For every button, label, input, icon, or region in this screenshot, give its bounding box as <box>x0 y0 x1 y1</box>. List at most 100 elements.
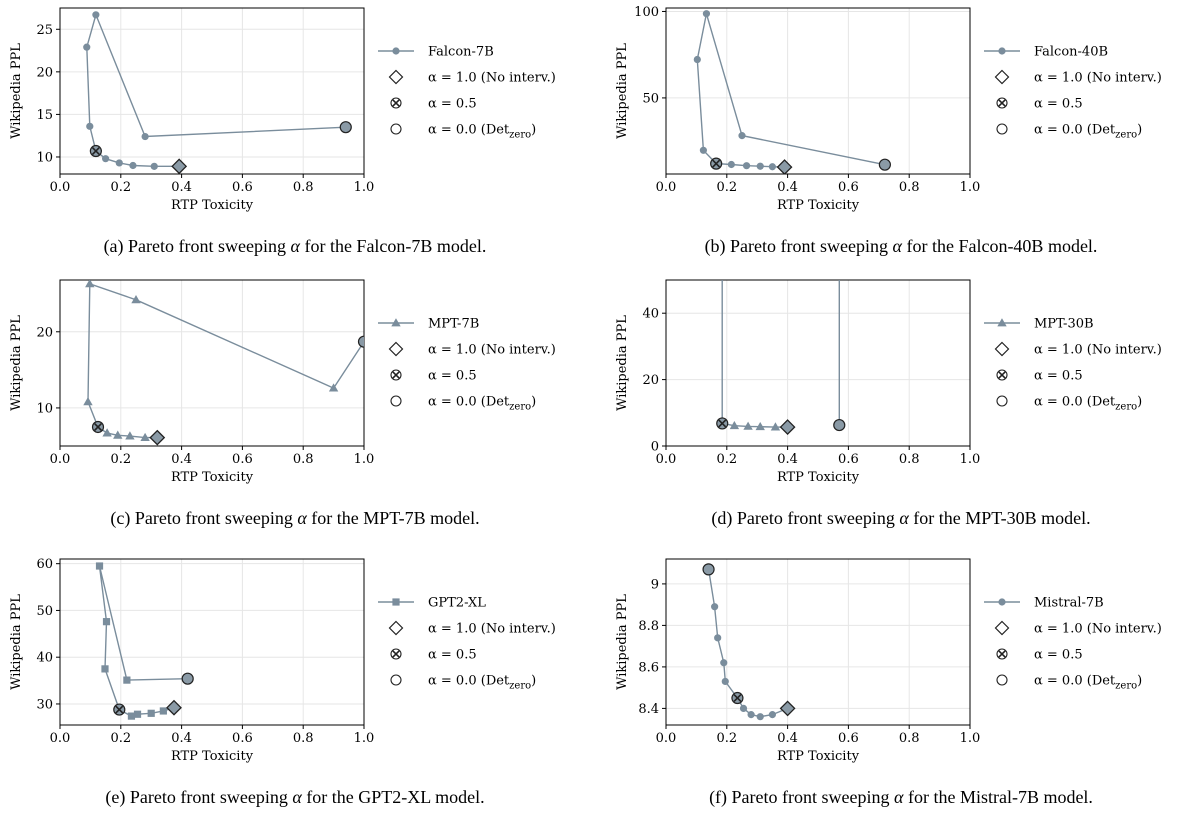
legend-alpha-1-label: α = 1.0 (No interv.) <box>428 622 556 637</box>
data-point <box>83 397 93 406</box>
caption-prefix: (d) Pareto front sweeping <box>711 508 900 528</box>
x-tick-label: 1.0 <box>354 180 375 195</box>
data-point <box>702 10 711 18</box>
legend: Falcon-7B α = 1.0 (No interv.) α = 0.5 α = … <box>378 45 556 141</box>
y-tick-label: 20 <box>36 65 53 80</box>
caption-symbol: α <box>297 508 307 528</box>
alpha-0-marker <box>702 563 715 576</box>
data-point <box>714 634 722 642</box>
figure-caption: (e) Pareto front sweeping α for the GPT2… <box>0 787 590 808</box>
x-tick-label: 1.0 <box>960 731 981 746</box>
x-axis-label: RTP Toxicity <box>171 749 254 764</box>
alpha-05-marker <box>731 691 744 705</box>
legend-alpha-05-marker-cross-b <box>998 99 1006 107</box>
axes-frame <box>665 558 971 726</box>
alpha-1-marker <box>779 419 796 435</box>
alpha-0-marker <box>878 158 891 171</box>
y-axis-label: Wikipedia PPL <box>615 594 630 690</box>
caption-symbol: α <box>292 787 302 807</box>
legend-alpha-1-label: α = 1.0 (No interv.) <box>428 71 556 86</box>
x-tick-label: 0.8 <box>899 452 920 467</box>
alpha-05-marker <box>716 417 729 430</box>
legend-series-marker <box>998 598 1006 606</box>
data-point <box>720 659 728 667</box>
legend-alpha-05-marker-cross-b <box>998 650 1006 658</box>
data-point <box>768 163 776 171</box>
data-point <box>727 160 735 169</box>
alpha-0-marker <box>339 121 352 134</box>
x-tick-label: 0.8 <box>899 180 920 195</box>
data-point <box>133 710 142 718</box>
data-point <box>328 383 339 392</box>
legend-series-marker <box>392 47 400 55</box>
x-axis-label: RTP Toxicity <box>171 470 254 485</box>
series-line <box>707 569 788 718</box>
data-point <box>123 676 131 684</box>
x-axis-label: RTP Toxicity <box>777 198 860 213</box>
x-tick-label: 0.4 <box>171 731 192 746</box>
legend-alpha-0-marker <box>390 674 402 686</box>
y-axis-label: Wikipedia PPL <box>9 594 24 690</box>
data-point <box>102 155 110 163</box>
data-layer <box>702 563 796 721</box>
caption-symbol: α <box>899 508 909 528</box>
data-point <box>102 618 111 626</box>
figure-caption: (a) Pareto front sweeping α for the Falc… <box>0 236 590 257</box>
chart-panel-mpt-30b: 0.0 0.2 0.4 0.6 0.8 1.0 0 20 40 RTP Toxicity Wikip… <box>606 272 1196 542</box>
x-axis-label: RTP Toxicity <box>171 198 254 213</box>
legend-alpha-05-marker <box>996 648 1008 660</box>
data-point <box>699 146 707 154</box>
x-tick-label: 0.2 <box>110 731 131 746</box>
x-tick-label: 0.4 <box>777 731 798 746</box>
axes-frame <box>59 558 365 726</box>
x-tick-label: 0.2 <box>716 731 737 746</box>
x-tick-label: 0.6 <box>838 452 859 467</box>
legend: MPT-30B α = 1.0 (No interv.) α = 0.5 α = 0.… <box>984 317 1162 413</box>
chart-svg: 0.0 0.2 0.4 0.6 0.8 1.0 10 20 RTP Toxicity Wikipe… <box>9 279 556 485</box>
x-tick-label: 1.0 <box>960 180 981 195</box>
legend-series-marker <box>997 318 1007 327</box>
caption-prefix: (c) Pareto front sweeping <box>110 508 298 528</box>
x-tick-label: 0.0 <box>656 452 677 467</box>
y-tick-label: 8.8 <box>638 619 659 634</box>
legend-alpha-05-marker <box>390 97 402 109</box>
alpha-0-marker <box>357 335 364 348</box>
data-point <box>101 665 109 673</box>
figure-caption: (b) Pareto front sweeping α for the Falc… <box>606 236 1196 257</box>
legend: MPT-7B α = 1.0 (No interv.) α = 0.5 α = 0.0… <box>378 317 556 413</box>
legend-alpha-05-marker-cross-b <box>392 650 400 658</box>
data-point <box>756 713 764 721</box>
x-axis-label: RTP Toxicity <box>777 749 860 764</box>
legend-alpha-0-label: α = 0.0 (Detzero) <box>1034 395 1142 413</box>
legend-alpha-0-label: α = 0.0 (Detzero) <box>428 123 536 141</box>
data-point <box>159 707 167 715</box>
alpha-0-marker <box>181 672 194 685</box>
alpha-05-marker <box>113 703 126 716</box>
x-tick-label: 0.8 <box>293 731 314 746</box>
x-tick-label: 0.0 <box>656 180 677 195</box>
data-point <box>768 711 776 719</box>
alpha-05-marker-cross-b <box>718 419 727 428</box>
legend-series-label: Mistral-7B <box>1034 596 1104 611</box>
data-point <box>739 704 748 712</box>
legend-series-label: Falcon-40B <box>1034 45 1108 60</box>
data-layer <box>716 280 846 435</box>
legend-series-label: MPT-30B <box>1034 317 1094 332</box>
series-line <box>98 565 188 717</box>
x-tick-label: 0.0 <box>50 180 71 195</box>
y-axis-label: Wikipedia PPL <box>615 315 630 411</box>
legend-alpha-0-marker <box>996 395 1008 407</box>
legend-alpha-1-label: α = 1.0 (No interv.) <box>1034 343 1162 358</box>
series-line <box>721 280 841 428</box>
y-tick-label: 8.4 <box>638 702 659 717</box>
alpha-05-marker-cross-b <box>91 147 100 155</box>
legend-alpha-05-label: α = 0.5 <box>1034 648 1083 663</box>
alpha-05-marker-cross-b <box>94 422 102 431</box>
data-point <box>115 159 123 167</box>
y-tick-label: 20 <box>642 373 659 388</box>
alpha-05-marker <box>91 420 105 434</box>
legend-alpha-05-label: α = 0.5 <box>1034 369 1083 384</box>
y-tick-label: 15 <box>36 108 53 123</box>
legend-alpha-0-marker <box>390 395 402 407</box>
grid <box>665 280 971 447</box>
